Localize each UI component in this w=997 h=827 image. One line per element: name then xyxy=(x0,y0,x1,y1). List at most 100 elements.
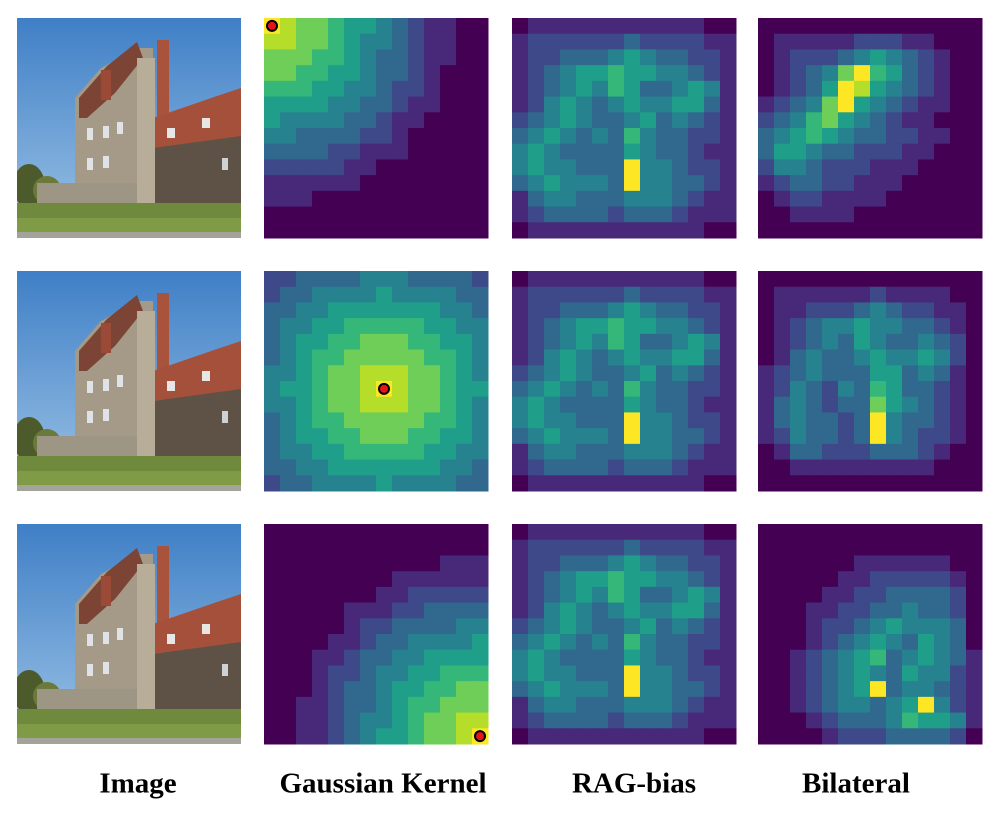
heatmap-cell xyxy=(790,712,807,729)
heatmap-cell xyxy=(902,728,919,745)
heatmap-cell xyxy=(280,333,297,351)
heatmap-cell xyxy=(280,318,297,335)
heatmap-cell xyxy=(408,571,425,588)
heatmap-cell xyxy=(886,190,903,208)
heatmap-cell xyxy=(360,618,377,635)
heatmap-cell xyxy=(950,681,967,698)
heatmap-cell xyxy=(806,539,823,556)
heatmap-cell xyxy=(392,143,409,160)
heatmap-cell xyxy=(560,396,577,413)
heatmap-cell xyxy=(918,49,935,66)
heatmap-cell xyxy=(624,33,641,50)
heatmap-cell xyxy=(264,222,281,239)
heatmap-cell xyxy=(440,175,457,192)
heatmap-cell xyxy=(472,271,489,288)
heatmap-cell xyxy=(312,96,329,113)
heatmap-cell xyxy=(544,206,561,223)
heatmap-cell xyxy=(886,175,903,192)
heatmap-cell xyxy=(456,318,473,335)
heatmap-cell xyxy=(854,49,871,66)
heatmap-cell xyxy=(376,681,393,698)
heatmap-cell xyxy=(720,206,737,223)
heatmap-cell xyxy=(560,696,577,714)
heatmap-cell xyxy=(838,18,855,35)
heatmap-cell xyxy=(870,365,887,382)
heatmap-cell xyxy=(264,728,281,745)
heatmap-cell xyxy=(624,665,641,682)
heatmap-cell xyxy=(344,65,361,82)
heatmap-cell xyxy=(640,475,657,492)
heatmap-cell xyxy=(886,333,903,351)
heatmap-cell xyxy=(774,712,791,729)
heatmap-cell xyxy=(296,524,313,541)
heatmap-cell xyxy=(360,475,377,492)
heatmap-cell xyxy=(528,49,545,66)
heatmap-cell xyxy=(950,333,967,351)
heatmap-cell xyxy=(408,333,425,351)
heatmap-cell xyxy=(774,443,791,461)
heatmap-cell xyxy=(720,143,737,160)
heatmap-cell xyxy=(544,159,561,176)
heatmap-cell xyxy=(886,33,903,50)
heatmap-cell xyxy=(408,728,425,745)
heatmap-cell xyxy=(456,33,473,50)
heatmap-cell xyxy=(472,80,489,98)
heatmap-cell xyxy=(950,524,967,541)
heatmap-cell xyxy=(838,728,855,745)
query-point xyxy=(378,382,390,395)
heatmap-cell xyxy=(934,602,951,619)
heatmap-cell xyxy=(264,159,281,176)
heatmap-cell xyxy=(838,365,855,382)
heatmap-cell xyxy=(870,618,887,635)
heatmap-cell xyxy=(688,143,705,160)
heatmap-cell xyxy=(790,665,807,682)
heatmap-cell xyxy=(360,286,377,303)
heatmap-cell xyxy=(688,665,705,682)
heatmap-cell xyxy=(790,649,807,666)
heatmap-cell xyxy=(790,286,807,303)
heatmap-cell xyxy=(576,286,593,303)
heatmap-cell xyxy=(472,475,489,492)
heatmap-cell xyxy=(280,381,297,398)
heatmap-cell xyxy=(608,18,625,35)
heatmap-cell xyxy=(296,175,313,192)
heatmap-cell xyxy=(344,571,361,588)
heatmap-cell xyxy=(528,555,545,572)
heatmap-cell xyxy=(280,696,297,714)
heatmap-cell xyxy=(312,33,329,50)
heatmap-cell xyxy=(440,681,457,698)
heatmap-cell xyxy=(672,112,689,129)
heatmap-cell xyxy=(392,206,409,223)
heatmap-cell xyxy=(704,318,721,335)
heatmap-cell xyxy=(966,33,983,50)
heatmap-cell xyxy=(886,681,903,698)
heatmap-cell xyxy=(528,271,545,288)
heatmap-cell xyxy=(790,175,807,192)
heatmap-cell xyxy=(966,318,983,335)
heatmap-cell xyxy=(280,586,297,604)
heatmap-cell xyxy=(704,539,721,556)
heatmap-cell xyxy=(424,365,441,382)
heatmap-cell xyxy=(392,159,409,176)
heatmap-cell xyxy=(656,571,673,588)
heatmap-cell xyxy=(918,475,935,492)
heatmap-cell xyxy=(544,712,561,729)
heatmap-cell xyxy=(576,443,593,461)
heatmap-cell xyxy=(806,286,823,303)
heatmap-cell xyxy=(854,443,871,461)
heatmap-cell xyxy=(576,18,593,35)
heatmap-cell xyxy=(576,728,593,745)
heatmap-cell xyxy=(376,159,393,176)
heatmap-cell xyxy=(688,728,705,745)
heatmap-cell xyxy=(312,618,329,635)
heatmap-cell xyxy=(328,524,345,541)
heatmap-cell xyxy=(966,396,983,413)
heatmap-cell xyxy=(688,571,705,588)
heatmap-cell xyxy=(512,539,529,556)
heatmap-cell xyxy=(512,18,529,35)
heatmap-cell xyxy=(512,222,529,239)
heatmap-cell xyxy=(950,586,967,604)
heatmap-cell xyxy=(408,381,425,398)
heatmap-cell xyxy=(870,712,887,729)
heatmap-cell xyxy=(950,49,967,66)
